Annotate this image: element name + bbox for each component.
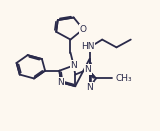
Text: N: N	[70, 61, 77, 70]
Text: HN: HN	[81, 42, 95, 51]
Text: N: N	[84, 65, 91, 74]
Text: N: N	[86, 83, 93, 92]
Text: CH₃: CH₃	[116, 74, 132, 83]
Text: O: O	[80, 25, 87, 34]
Text: N: N	[58, 78, 64, 87]
